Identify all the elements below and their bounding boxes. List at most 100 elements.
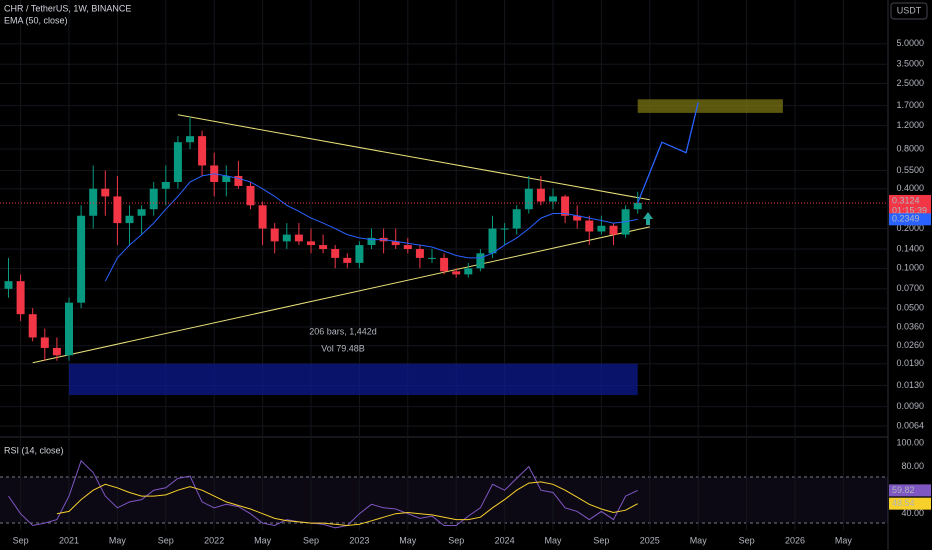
rsi-line (8, 459, 638, 529)
candle-body (161, 181, 170, 189)
x-tick-label: May (690, 535, 708, 545)
y-tick-label: 3.5000 (896, 59, 924, 69)
y-tick-label: 2.5000 (896, 78, 924, 88)
y-tick-label: 0.0700 (896, 283, 924, 293)
x-tick-label: 2026 (785, 535, 805, 545)
candle-body (113, 196, 122, 224)
candle-body (573, 215, 582, 221)
candle-body (331, 249, 340, 258)
y-tick-label: 0.5500 (896, 165, 924, 175)
candle-body (440, 257, 449, 272)
x-tick-label: Sep (158, 535, 174, 545)
currency[interactable]: USDT (897, 5, 922, 15)
candle-body (16, 281, 25, 315)
y-tick-label: 5.0000 (896, 38, 924, 48)
candle-body (149, 188, 158, 210)
rsi-value-box (889, 497, 931, 510)
rsi-band (0, 477, 888, 523)
annotation: Vol 79.48B (321, 343, 365, 353)
candle-body (65, 302, 73, 356)
ema-line (104, 173, 638, 282)
x-tick-label: May (254, 535, 272, 545)
candle-body (452, 271, 461, 275)
annotation: 206 bars, 1,442d (309, 326, 377, 336)
candle-body (355, 245, 364, 263)
candle-body (476, 253, 485, 269)
candle-body (597, 225, 606, 232)
zone (69, 363, 638, 396)
x-tick-label: May (544, 535, 562, 545)
candle-body (282, 234, 291, 242)
candle-body (561, 196, 570, 216)
currency-button[interactable] (890, 2, 928, 20)
last-price: 0.3124 (892, 195, 920, 205)
ema-price-box (889, 213, 931, 226)
candle-body (137, 209, 146, 216)
candle-body (222, 175, 231, 182)
candle-body (391, 241, 400, 246)
symbol: CHR / TetherUS, 1W, BINANCE (4, 3, 131, 13)
ema-price: 0.2349 (892, 214, 920, 224)
projection-line (637, 102, 699, 204)
rsi-value: 59.82 (892, 485, 915, 495)
candle-body (186, 136, 194, 143)
y-tick-label: 0.1400 (896, 243, 924, 253)
candle-body (101, 188, 110, 197)
candle-body (52, 347, 61, 356)
x-tick-label: 2024 (495, 535, 515, 545)
y-tick-label: 0.2000 (896, 223, 924, 233)
candle-body (4, 281, 13, 289)
y-tick-label: 0.0190 (896, 358, 924, 368)
candle-body (77, 215, 86, 303)
rsi-line (56, 481, 638, 527)
last-price-box (889, 194, 931, 217)
y-tick-label: 0.0130 (896, 380, 924, 390)
candle-body (549, 196, 557, 202)
candle-body (488, 228, 497, 254)
rsi-title: RSI (14, close) (4, 445, 64, 455)
zone (637, 99, 783, 113)
candle-body (524, 188, 533, 210)
candle-body (125, 215, 134, 224)
x-tick-label: Sep (448, 535, 464, 545)
x-tick-label: Sep (13, 535, 29, 545)
indicator-label: EMA (50, close) (4, 15, 68, 25)
candle-body (585, 220, 594, 232)
y-tick-label: 1.7000 (896, 100, 924, 110)
y-tick-label: 0.0090 (896, 401, 924, 411)
x-tick-label: 2021 (59, 535, 79, 545)
candle-body (500, 228, 509, 230)
candle-body (198, 136, 207, 166)
candle-body (173, 142, 182, 182)
candle-body (415, 249, 424, 258)
candle-body (428, 257, 436, 259)
x-tick-label: 2025 (640, 535, 660, 545)
trendline (177, 114, 650, 201)
candle-body (319, 245, 328, 250)
candle-body (246, 185, 255, 206)
candle-body (89, 188, 98, 216)
candle-body (464, 268, 473, 275)
x-tick-label: May (835, 535, 853, 545)
y-tick-label: 0.4000 (896, 183, 924, 193)
candle-body (403, 245, 412, 250)
y-tick-label: 0.0064 (896, 421, 924, 431)
countdown: 01:15:39 (892, 205, 927, 215)
y-tick-label: 0.0360 (896, 321, 924, 331)
x-tick-label: May (399, 535, 417, 545)
rsi-tick-label: 40.00 (901, 508, 924, 518)
candle-body (343, 257, 352, 263)
rsi-tick-label: 100.00 (896, 437, 924, 447)
y-tick-label: 0.1000 (896, 263, 924, 273)
y-tick-label: 0.8000 (896, 143, 924, 153)
candle-body (40, 337, 49, 348)
candle-body (307, 241, 315, 246)
rsi-tick-label: 80.00 (901, 461, 924, 471)
candle-body (234, 175, 243, 186)
x-tick-label: 2023 (349, 535, 369, 545)
candle-body (512, 209, 521, 229)
trendline (32, 226, 650, 364)
y-tick-label: 0.0500 (896, 303, 924, 313)
